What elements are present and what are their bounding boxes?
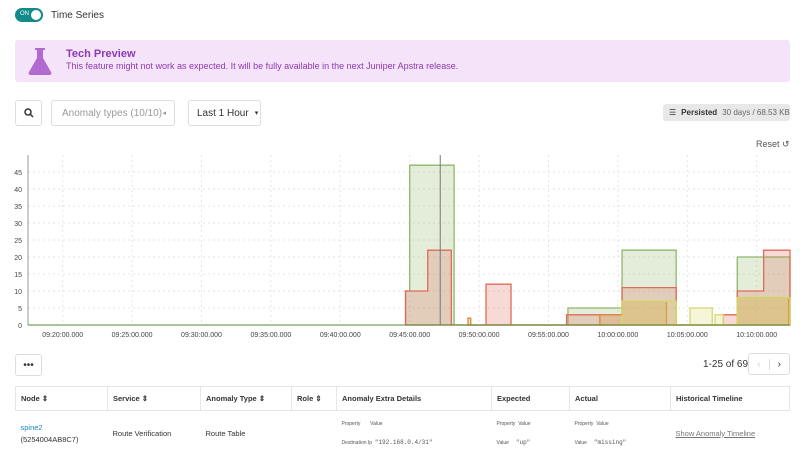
y-tick-label: 15 (14, 272, 22, 279)
x-tick-label: 09:30:00.000 (181, 332, 222, 339)
sort-icon: ⇕ (315, 394, 322, 403)
x-tick-label: 09:20:00.000 (42, 332, 83, 339)
series-area-3 (621, 297, 791, 326)
x-tick-label: 09:35:00.000 (250, 332, 291, 339)
sort-icon: ⇕ (141, 394, 149, 403)
y-tick-label: 30 (14, 221, 22, 228)
tech-preview-banner: Tech Preview This feature might not work… (15, 40, 790, 82)
banner-title: Tech Preview (66, 48, 136, 60)
x-tick-label: 10:05:00.000 (667, 332, 708, 339)
column-header: Anomaly Extra Details (336, 386, 492, 411)
y-tick-label: 40 (14, 187, 22, 194)
x-tick-label: 09:55:00.000 (528, 332, 569, 339)
x-tick-label: 09:40:00.000 (320, 332, 361, 339)
caret-left-icon: ◂ (162, 110, 166, 117)
caret-down-icon: ▾ (254, 110, 259, 117)
column-header: Actual (569, 386, 671, 411)
y-tick-label: 45 (14, 170, 22, 177)
y-tick-label: 35 (14, 204, 22, 211)
y-tick-label: 5 (18, 306, 22, 313)
x-tick-label: 10:10:00.000 (736, 332, 777, 339)
x-tick-label: 09:50:00.000 (459, 332, 500, 339)
show-anomaly-timeline-link[interactable]: Show Anomaly Timeline (675, 428, 756, 438)
banner-message: This feature might not work as expected.… (66, 61, 459, 71)
anomaly-table: Node ⇕ Service ⇕ Anomaly Type ⇕ Role ⇕ Anoma… (15, 386, 790, 456)
x-tick-label: 10:00:00.000 (597, 332, 638, 339)
sort-icon: ⇕ (258, 394, 266, 403)
pagination-text: 1-25 of 69 (703, 359, 749, 370)
anomaly-chart[interactable]: 0 5 10 15 20 25 30 35 40 45 09:20:00.000 09:25:00.0… (0, 150, 800, 345)
time-series-toggle[interactable]: ON (15, 8, 43, 22)
column-header[interactable]: Node ⇕ (15, 386, 108, 411)
actual: Property Value Value "missing" (574, 420, 627, 446)
y-tick-label: 10 (14, 289, 22, 296)
persisted-badge: ☰ Persisted 30 days / 68.53 KB (663, 104, 790, 121)
y-tick-label: 20 (14, 255, 22, 262)
ellipsis-icon: ••• (23, 359, 34, 371)
search-icon (23, 108, 34, 118)
x-tick-label: 09:45:00.000 (389, 332, 430, 339)
column-header[interactable]: Role ⇕ (291, 386, 337, 411)
extra-details: Property Value Destination Ip "192.168.0.… (341, 420, 433, 446)
undo-icon: ↺ (782, 139, 790, 149)
column-header: Historical Timeline (670, 386, 790, 411)
more-button[interactable]: ••• (15, 354, 42, 376)
expected: Property Value Value "up" (496, 420, 531, 446)
search-button[interactable] (15, 100, 42, 126)
anomaly-types-dropdown[interactable]: Anomaly types (10/10) ◂ (51, 100, 175, 126)
column-header: Expected (491, 386, 570, 411)
flask-icon (28, 48, 52, 75)
pagination-controls: ‹ › (748, 353, 790, 375)
y-tick-label: 25 (14, 238, 22, 245)
next-page-button[interactable]: › (777, 358, 781, 370)
table-row: spine2 (5254004AB8C7) Route Verification … (16, 411, 790, 456)
node-link[interactable]: spine2 (20, 422, 43, 432)
time-range-dropdown[interactable]: Last 1 Hour ▾ (188, 100, 261, 126)
y-tick-label: 0 (18, 323, 22, 330)
time-series-label: Time Series (51, 10, 104, 21)
column-header[interactable]: Anomaly Type ⇕ (200, 386, 292, 411)
database-icon: ☰ (669, 108, 677, 117)
column-header[interactable]: Service ⇕ (107, 386, 201, 411)
x-tick-label: 09:25:00.000 (112, 332, 153, 339)
prev-page-button[interactable]: ‹ (749, 358, 770, 370)
reset-button[interactable]: Reset ↺ (756, 139, 790, 149)
sort-icon: ⇕ (41, 394, 49, 403)
